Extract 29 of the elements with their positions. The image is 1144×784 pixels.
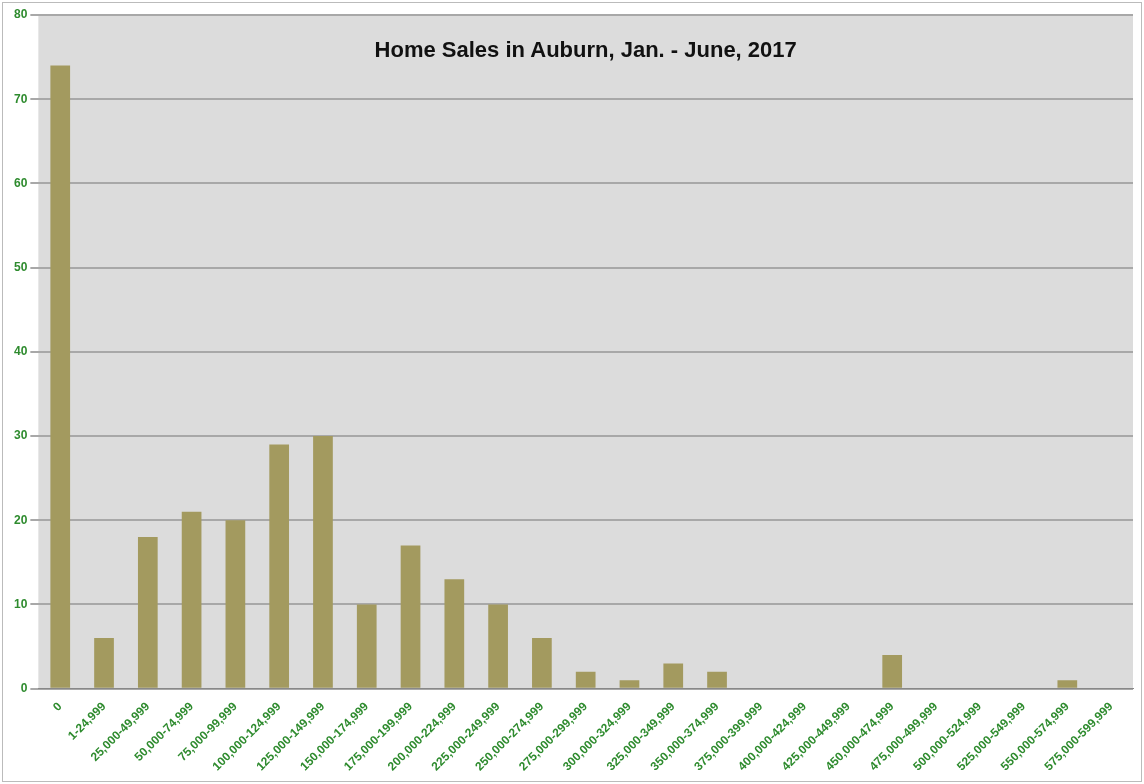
bar — [400, 545, 421, 688]
bar — [488, 604, 508, 688]
bar — [882, 654, 903, 688]
bar — [313, 436, 333, 688]
y-tick-label: 60 — [13, 175, 28, 190]
bar — [356, 604, 377, 688]
y-tick-label: 30 — [13, 428, 28, 443]
text: Home Sales in Auburn, Jan. - June, 2017 — [374, 37, 797, 63]
bar — [225, 520, 246, 688]
y-tick-label: 20 — [13, 512, 28, 527]
bar — [1057, 680, 1078, 688]
y-tick-label: 80 — [13, 7, 28, 22]
bar — [575, 671, 596, 688]
y-tick-label: 10 — [13, 596, 28, 611]
y-tick-label: 70 — [13, 91, 28, 106]
bar — [94, 638, 114, 688]
y-tick-label: 40 — [13, 344, 28, 359]
y-tick-label: 50 — [13, 259, 28, 274]
bar — [50, 65, 71, 688]
bar — [269, 444, 290, 688]
bar — [707, 671, 727, 688]
bar — [181, 511, 202, 688]
bar — [137, 537, 158, 688]
x-tick-label: 0 — [50, 699, 65, 714]
bar — [532, 638, 552, 688]
bar — [619, 680, 640, 688]
bar — [444, 579, 465, 688]
y-tick-label: 0 — [20, 680, 28, 695]
bar — [663, 663, 684, 688]
